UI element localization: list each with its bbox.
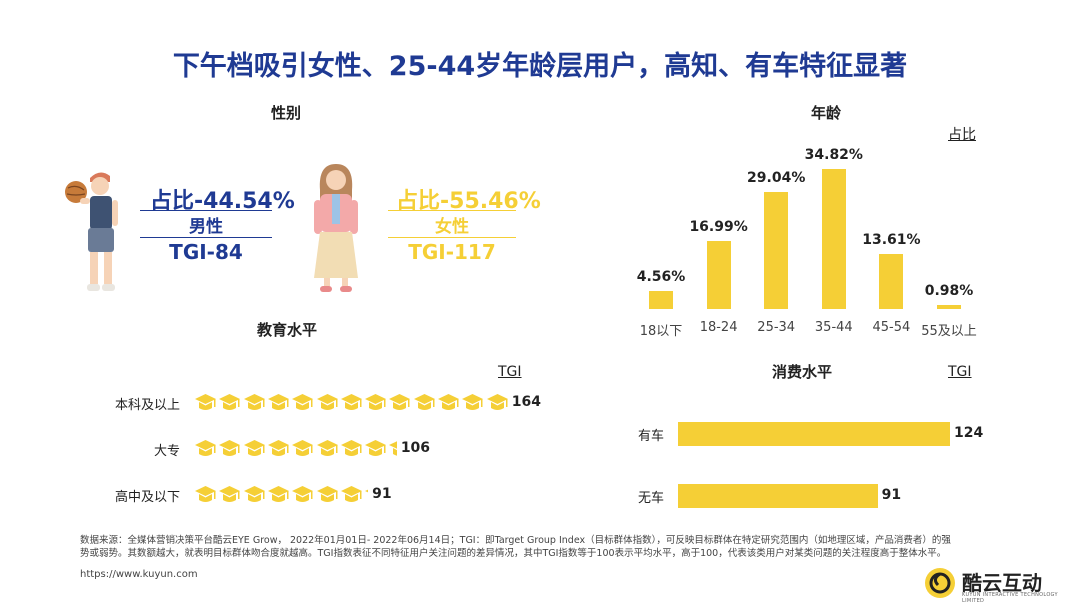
graduation-cap-icon (267, 485, 291, 505)
age-bar (706, 240, 731, 309)
female-tgi: TGI-117 (408, 240, 496, 264)
female-label: 女性 (435, 217, 469, 237)
graduation-cap-icon (218, 485, 242, 505)
consumption-bar (678, 484, 878, 508)
female-rule-top (388, 210, 516, 211)
graduation-cap-icon (316, 393, 340, 413)
male-tgi: TGI-84 (169, 240, 243, 264)
consumption-tgi-header: TGI (948, 364, 972, 380)
graduation-cap-icon (340, 393, 364, 413)
brand-subtitle: KUYUN INTERACTIVE TECHNOLOGY LIMITED (962, 592, 1058, 604)
graduation-cap-icon (461, 393, 485, 413)
consumption-section-title: 消费水平 (771, 363, 832, 381)
graduation-cap-icon (316, 485, 340, 505)
age-bar (649, 290, 673, 309)
age-value-label: 13.61% (862, 232, 921, 249)
education-tgi-value: 164 (511, 394, 542, 410)
graduation-cap-icon (340, 439, 364, 459)
graduation-cap-icon (291, 439, 315, 459)
education-section-title: 教育水平 (256, 321, 317, 339)
age-category-label: 45-54 (872, 320, 911, 335)
graduation-cap-icon (340, 485, 364, 505)
brand-name: 酷云互动 (962, 571, 1042, 595)
female-share: 占比-55.46% (396, 189, 541, 214)
boy-illustration (65, 172, 118, 291)
graduation-cap-icon (218, 393, 242, 413)
age-bar (764, 192, 789, 309)
graduation-cap-icon (267, 393, 291, 413)
education-category-label: 高中及以下 (114, 490, 180, 505)
graduation-cap-icon (437, 393, 461, 413)
age-value-label: 4.56% (636, 268, 686, 285)
graduation-cap-icon (291, 485, 315, 505)
age-bar (879, 254, 904, 309)
graduation-cap-icon (194, 485, 218, 505)
education-tgi-value: 91 (372, 486, 392, 502)
gender-section-title: 性别 (270, 104, 301, 122)
consumption-bar (678, 422, 950, 446)
age-value-label: 16.99% (689, 218, 748, 235)
graduation-cap-icon (267, 439, 291, 459)
age-category-label: 55及以上 (921, 324, 977, 339)
age-bar (821, 168, 846, 309)
age-category-label: 25-34 (757, 320, 796, 335)
graduation-cap-icon (291, 393, 315, 413)
graduation-cap-icon (486, 393, 508, 413)
girl-illustration (314, 164, 358, 292)
age-value-label: 34.82% (804, 146, 863, 163)
age-category-label: 18以下 (639, 324, 683, 339)
age-value-label: 0.98% (924, 283, 974, 300)
consumption-category-label: 无车 (637, 491, 664, 506)
consumption-category-label: 有车 (637, 429, 664, 444)
age-category-label: 35-44 (814, 320, 853, 335)
male-rule-top (140, 210, 272, 211)
graduation-cap-icon (316, 439, 340, 459)
page-title: 下午档吸引女性、25-44岁年龄层用户，高知、有车特征显著 (172, 51, 908, 82)
graduation-cap-icon (388, 393, 412, 413)
graduation-cap-icon (243, 393, 267, 413)
graduation-cap-icon (194, 439, 218, 459)
graduation-cap-icon (388, 439, 397, 459)
consumption-tgi-value: 124 (954, 425, 984, 441)
consumption-tgi-value: 91 (881, 487, 902, 503)
website-link[interactable]: https://www.kuyun.com (80, 569, 198, 580)
graduation-cap-icon (243, 439, 267, 459)
age-category-label: 18-24 (699, 320, 738, 335)
age-bar (937, 305, 961, 309)
education-category-label: 大专 (153, 444, 180, 459)
graduation-cap-icon (364, 439, 388, 459)
age-section-title: 年龄 (810, 104, 841, 122)
age-unit-label: 占比 (948, 127, 976, 143)
education-category-label: 本科及以上 (114, 398, 180, 413)
source-note-line1: 数据来源：全媒体营销决策平台酷云EYE Grow， 2022年01月01日- 2… (80, 535, 951, 546)
male-rule-bottom (140, 237, 272, 238)
male-share: 占比-44.54% (150, 189, 295, 214)
female-rule-bottom (388, 237, 516, 238)
education-tgi-value: 106 (400, 440, 431, 456)
graduation-cap-icon (364, 393, 388, 413)
male-label: 男性 (189, 217, 223, 237)
graduation-cap-icon (243, 485, 267, 505)
graduation-cap-icon (194, 393, 218, 413)
education-tgi-header: TGI (498, 364, 522, 380)
kuyun-logo-icon (925, 568, 955, 598)
age-value-label: 29.04% (747, 170, 806, 187)
graduation-cap-icon (218, 439, 242, 459)
graduation-cap-icon (364, 485, 369, 505)
graduation-cap-icon (413, 393, 437, 413)
source-note-line2: 势或弱势。其数额越大，就表明目标群体吻合度就越高。TGI指数表征不同特征用户关注… (80, 548, 947, 559)
